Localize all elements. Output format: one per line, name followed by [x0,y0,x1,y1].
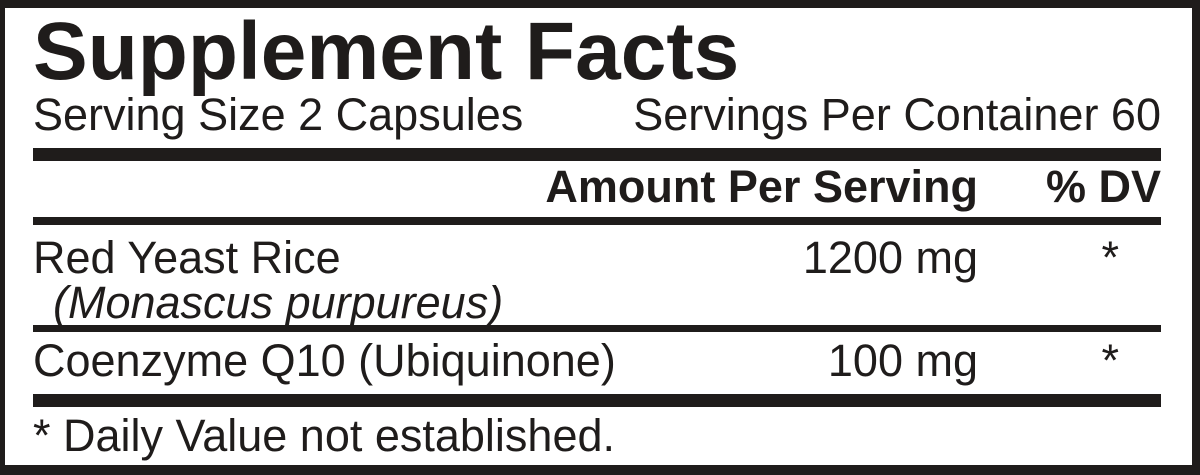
panel-title: Supplement Facts [33,6,740,97]
ingredient-dv: * [1101,335,1119,386]
ingredient-name: Red Yeast Rice [33,232,341,283]
serving-size-text: Serving Size 2 Capsules [33,89,524,140]
ingredient-name-col: Coenzyme Q10 (Ubiquinone) [33,338,828,383]
divider-heavy-bottom [33,394,1161,407]
ingredient-name-col: Red Yeast Rice (Monascus purpureus) [33,235,803,325]
amount-column-header: Amount Per Serving [545,161,978,212]
divider-row [33,325,1161,332]
ingredient-dv: * [1101,232,1119,283]
serving-info-row: Serving Size 2 Capsules Servings Per Con… [33,92,1161,137]
daily-value-footnote: * Daily Value not established. [33,410,616,461]
servings-per-container-text: Servings Per Container 60 [633,89,1161,140]
ingredient-name: Coenzyme Q10 (Ubiquinone) [33,335,616,386]
ingredient-amount: 1200 mg [802,232,978,283]
divider-thin [33,217,1161,225]
dv-column-header: % DV [1045,161,1161,212]
ingredient-amount: 100 mg [827,335,978,386]
divider-heavy-top [33,148,1161,161]
ingredient-row-red-yeast-rice: Red Yeast Rice (Monascus purpureus) 1200… [33,235,1161,325]
column-header-row: Amount Per Serving % DV [33,164,1161,209]
ingredient-botanical-name: (Monascus purpureus) [53,277,504,328]
ingredient-row-coenzyme-q10: Coenzyme Q10 (Ubiquinone) 100 mg * [33,338,1161,383]
